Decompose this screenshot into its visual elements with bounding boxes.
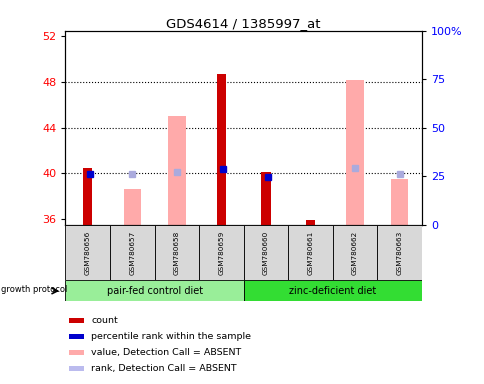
Bar — [305, 220, 315, 225]
Bar — [154, 225, 199, 280]
Bar — [216, 74, 226, 225]
Text: GSM780659: GSM780659 — [218, 230, 224, 275]
Text: GSM780658: GSM780658 — [174, 230, 180, 275]
Bar — [69, 350, 84, 355]
Bar — [346, 80, 363, 225]
Bar — [332, 225, 377, 280]
Text: value, Detection Call = ABSENT: value, Detection Call = ABSENT — [91, 348, 241, 357]
Bar — [65, 280, 243, 301]
Text: count: count — [91, 316, 118, 325]
Bar — [390, 179, 408, 225]
Bar — [123, 189, 141, 225]
Bar — [261, 172, 270, 225]
Bar — [83, 167, 92, 225]
Bar — [69, 334, 84, 339]
Text: growth protocol: growth protocol — [1, 285, 68, 294]
Bar — [199, 225, 243, 280]
Bar — [287, 225, 332, 280]
Bar — [65, 225, 110, 280]
Text: GSM780663: GSM780663 — [396, 230, 402, 275]
Bar — [69, 366, 84, 371]
Text: GSM780657: GSM780657 — [129, 230, 135, 275]
Bar — [110, 225, 154, 280]
Bar — [168, 116, 185, 225]
Text: GSM780660: GSM780660 — [262, 230, 269, 275]
Bar — [243, 280, 421, 301]
Bar — [377, 225, 421, 280]
Text: percentile rank within the sample: percentile rank within the sample — [91, 332, 251, 341]
Text: GSM780656: GSM780656 — [85, 230, 91, 275]
Bar — [243, 225, 287, 280]
Text: rank, Detection Call = ABSENT: rank, Detection Call = ABSENT — [91, 364, 236, 373]
Text: GSM780662: GSM780662 — [351, 230, 357, 275]
Title: GDS4614 / 1385997_at: GDS4614 / 1385997_at — [166, 17, 320, 30]
Text: pair-fed control diet: pair-fed control diet — [106, 286, 202, 296]
Text: GSM780661: GSM780661 — [307, 230, 313, 275]
Bar — [69, 318, 84, 323]
Text: zinc-deficient diet: zinc-deficient diet — [288, 286, 376, 296]
